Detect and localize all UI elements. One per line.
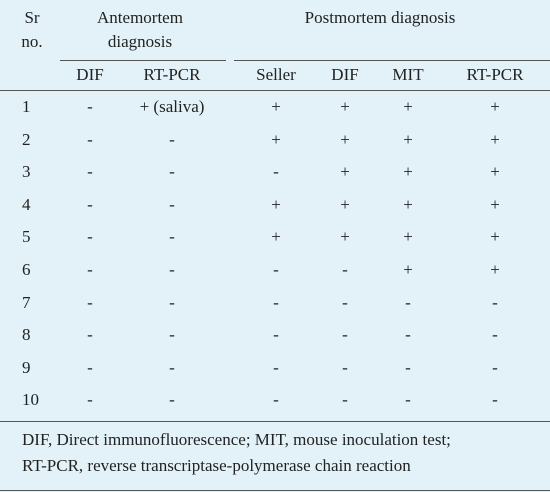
cell: - (87, 194, 93, 214)
rule (60, 60, 226, 61)
row-number: 7 (22, 292, 31, 312)
row-number: 8 (22, 325, 31, 345)
cell: - (273, 162, 279, 182)
cell: - (405, 325, 411, 345)
header-sr: Sr no. (21, 8, 43, 51)
cell: + (403, 227, 413, 247)
cell: + (403, 260, 413, 279)
cell: + (490, 227, 500, 247)
cell: - (169, 390, 175, 410)
row-number: 1 (22, 97, 31, 116)
cell: - (405, 292, 411, 312)
cell: - (405, 390, 411, 410)
cell: - (169, 227, 175, 247)
cell: - (169, 162, 175, 182)
cell: - (87, 260, 93, 279)
cell: + (271, 97, 281, 116)
column-header: Seller (256, 65, 296, 84)
row-number: 4 (22, 194, 31, 214)
header-postmortem: Postmortem diagnosis (304, 8, 456, 27)
cell: - (169, 260, 175, 279)
cell: - (342, 325, 348, 345)
column-header: DIF (331, 65, 359, 84)
cell: - (87, 97, 93, 116)
row-number: 3 (22, 162, 31, 182)
cell: - (342, 292, 348, 312)
cell: + (403, 129, 413, 149)
footnote: DIF, Direct immunofluorescence; MIT, mou… (22, 430, 451, 449)
column-header: MIT (392, 65, 424, 84)
cell: - (492, 292, 498, 312)
row-number: 9 (22, 357, 31, 377)
cell: + (403, 162, 413, 182)
rule (234, 60, 550, 61)
cell: + (340, 162, 350, 182)
cell: - (87, 129, 93, 149)
cell: - (273, 357, 279, 377)
row-number: 10 (22, 390, 39, 410)
cell: - (87, 390, 93, 410)
cell: - (87, 227, 93, 247)
cell: - (169, 194, 175, 214)
cell: + (340, 194, 350, 214)
row-number: 6 (22, 260, 31, 279)
column-header: RT-PCR (143, 65, 201, 84)
cell: + (340, 227, 350, 247)
cell: + (490, 129, 500, 149)
cell: + (403, 194, 413, 214)
cell: - (87, 292, 93, 312)
column-header: DIF (76, 65, 104, 84)
cell: - (342, 390, 348, 410)
row-number: 5 (22, 227, 31, 247)
cell: + (490, 97, 500, 116)
cell: + (490, 194, 500, 214)
column-header: RT-PCR (466, 65, 524, 84)
cell: + (271, 227, 281, 247)
cell: - (405, 357, 411, 377)
rule (0, 421, 550, 422)
rule (0, 490, 550, 491)
cell: + (saliva) (139, 97, 205, 116)
header-antemortem: Antemortem diagnosis (97, 8, 183, 51)
cell: - (169, 325, 175, 345)
cell: - (169, 292, 175, 312)
cell: - (492, 325, 498, 345)
cell: - (273, 292, 279, 312)
cell: + (340, 97, 350, 116)
cell: + (490, 260, 500, 279)
cell: + (271, 129, 281, 149)
cell: - (87, 325, 93, 345)
rule (0, 90, 550, 91)
cell: - (169, 357, 175, 377)
footnote: RT-PCR, reverse transcriptase-polymerase… (22, 456, 411, 475)
cell: - (273, 325, 279, 345)
cell: - (87, 162, 93, 182)
cell: + (340, 129, 350, 149)
cell: - (273, 260, 279, 279)
cell: + (271, 194, 281, 214)
cell: - (273, 390, 279, 410)
cell: + (403, 97, 413, 116)
cell: - (492, 357, 498, 377)
cell: - (342, 357, 348, 377)
cell: - (87, 357, 93, 377)
cell: - (169, 129, 175, 149)
row-number: 2 (22, 129, 31, 149)
cell: - (342, 260, 348, 279)
cell: + (490, 162, 500, 182)
cell: - (492, 390, 498, 410)
